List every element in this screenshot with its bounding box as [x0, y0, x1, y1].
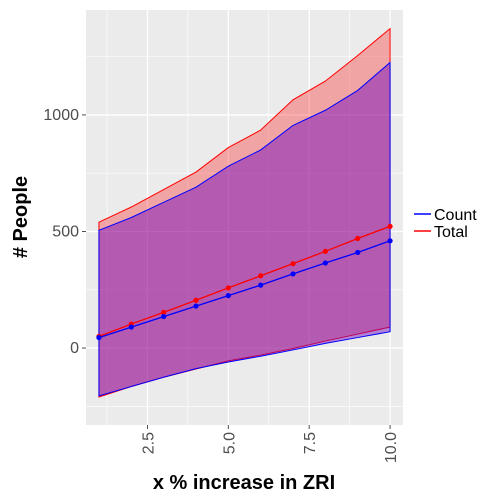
series-lines	[98, 225, 391, 339]
point-count	[258, 282, 264, 288]
point-total	[258, 273, 264, 279]
point-count	[387, 238, 393, 244]
line-total	[98, 225, 391, 338]
x-tick-label: 7.5	[302, 432, 319, 454]
x-axis-title: x % increase in ZRI	[153, 472, 335, 494]
ribbon-bands	[98, 27, 391, 398]
point-count	[128, 324, 134, 330]
point-count	[161, 313, 167, 320]
point-count	[290, 271, 296, 277]
x-axis: 2.5 5.0 7.5 10.0	[140, 425, 400, 463]
point-total	[355, 235, 361, 242]
plot-panel	[86, 10, 403, 425]
grid-major-lines	[86, 10, 403, 425]
point-count	[225, 293, 231, 299]
point-count	[322, 260, 328, 266]
point-total	[193, 297, 199, 303]
y-tick-label: 1000	[43, 107, 79, 124]
point-count	[193, 303, 199, 309]
y-tick-label: 500	[52, 223, 79, 240]
legend-label-count: Count	[434, 207, 477, 224]
point-total	[225, 285, 231, 291]
point-count	[96, 334, 102, 341]
x-tick-label: 5.0	[221, 432, 238, 454]
point-total	[387, 223, 393, 229]
y-tick-label: 0	[70, 340, 79, 357]
point-total	[322, 248, 328, 254]
band-count	[98, 61, 391, 397]
x-tick-label: 2.5	[140, 432, 157, 454]
legend-label-total: Total	[434, 224, 468, 241]
x-tick-label: 10.0	[383, 432, 400, 463]
series-points	[96, 223, 393, 341]
y-axis-title: # People	[10, 176, 32, 258]
line-count	[98, 240, 391, 339]
point-total	[161, 309, 167, 315]
y-axis: 0 500 1000	[43, 107, 86, 357]
point-total	[290, 261, 296, 267]
point-count	[355, 249, 361, 256]
